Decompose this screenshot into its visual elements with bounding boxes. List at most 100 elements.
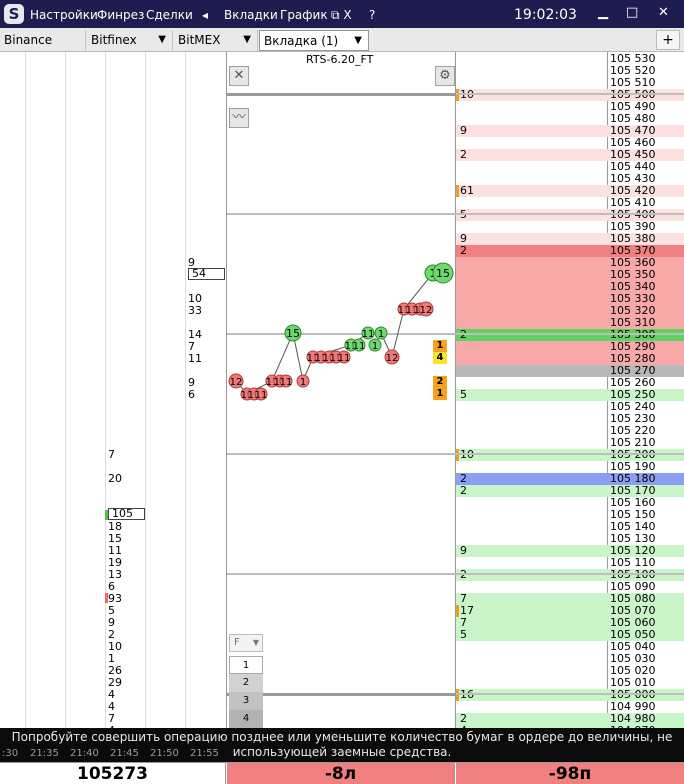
menu-detach-close[interactable]: ⧉ X [331, 8, 352, 22]
order-book-row[interactable]: 105 310 [456, 317, 684, 329]
order-book-row[interactable]: 105 230 [456, 413, 684, 425]
order-book-row[interactable]: 105 530 [456, 53, 684, 65]
order-book-row[interactable]: 105 190 [456, 461, 684, 473]
order-book-row[interactable]: 105 140 [456, 521, 684, 533]
cluster-chart[interactable]: RTS-6.20_FT ✕ ⚙ 〰 1111111211111115111111… [226, 52, 457, 742]
order-price: 104 980 [610, 712, 656, 725]
cluster-bubble[interactable]: 12 [228, 373, 244, 389]
order-book-row[interactable]: 9 105 380 [456, 233, 684, 245]
tab-bitmex[interactable]: BitMEX ▼ [174, 30, 258, 51]
cluster-bubble[interactable]: 15 [284, 324, 302, 342]
gridline [456, 333, 684, 335]
order-book-row[interactable]: 5 105 250 [456, 389, 684, 401]
menu-collapse-arrow[interactable]: ◂ [202, 8, 209, 22]
cluster-bubble[interactable]: 11 [361, 326, 375, 340]
maximize-icon[interactable]: □ [626, 5, 639, 20]
order-book-row[interactable]: 105 010 [456, 677, 684, 689]
order-book-row[interactable]: 105 130 [456, 533, 684, 545]
order-book-row[interactable]: 105 040 [456, 641, 684, 653]
tab-binance[interactable]: Binance [0, 30, 86, 51]
tab-bitfinex[interactable]: Bitfinex ▼ [87, 30, 173, 51]
order-book-row[interactable]: 2 105 180 [456, 473, 684, 485]
cluster-bubble[interactable]: 1 [368, 338, 382, 352]
order-price: 105 210 [610, 436, 656, 449]
page-4-button[interactable]: 4 [229, 710, 263, 728]
order-book-row[interactable]: 2 105 370 [456, 245, 684, 257]
order-book-row[interactable]: 105 020 [456, 665, 684, 677]
cluster-bubble[interactable]: 12 [418, 301, 434, 317]
cluster-bubble[interactable]: 11 [279, 374, 293, 388]
page-2-button[interactable]: 2 [229, 674, 263, 692]
order-book-row[interactable]: 61 105 420 [456, 185, 684, 197]
chevron-down-icon[interactable]: ▼ [243, 34, 251, 45]
order-book-row[interactable]: 9 105 470 [456, 125, 684, 137]
minimize-icon[interactable]: ▁ [598, 5, 608, 20]
page-3-button[interactable]: 3 [229, 692, 263, 710]
order-book-row[interactable]: 105 490 [456, 101, 684, 113]
menu-deals[interactable]: Сделки [146, 8, 193, 22]
order-book-row[interactable]: 105 510 [456, 77, 684, 89]
order-book-row[interactable]: 17 105 070 [456, 605, 684, 617]
menu-help[interactable]: ? [369, 8, 376, 22]
signal-marker[interactable]: 2 [433, 376, 447, 388]
order-book-row[interactable]: 2 105 170 [456, 485, 684, 497]
close-icon[interactable]: ✕ [658, 5, 669, 20]
order-book-row[interactable]: 9 105 120 [456, 545, 684, 557]
order-book-row[interactable]: 105 240 [456, 401, 684, 413]
cluster-bubble[interactable]: 11 [352, 338, 366, 352]
menu-finrez[interactable]: Финрез [97, 8, 145, 22]
cluster-bubble[interactable]: 12 [384, 349, 400, 365]
order-book-row[interactable]: 105 410 [456, 197, 684, 209]
add-tab-button[interactable]: + [656, 30, 680, 50]
order-book-row[interactable]: 105 360 [456, 257, 684, 269]
order-book-row[interactable]: 105 090 [456, 581, 684, 593]
order-book-row[interactable]: 105 150 [456, 509, 684, 521]
chevron-down-icon[interactable]: ▼ [354, 35, 362, 46]
cluster-bubble[interactable]: 1 [374, 326, 388, 340]
order-book-row[interactable]: 105 280 [456, 353, 684, 365]
gear-icon[interactable]: ⚙ [435, 66, 455, 86]
menu-settings[interactable]: Настройки [30, 8, 98, 22]
filter-select[interactable]: F ▼ [229, 634, 263, 652]
order-book-row[interactable]: 105 330 [456, 293, 684, 305]
order-book-row[interactable]: 105 220 [456, 425, 684, 437]
order-book-row[interactable]: 105 270 [456, 365, 684, 377]
order-book-row[interactable]: 105 030 [456, 653, 684, 665]
crosshair-icon[interactable]: ✕ [229, 66, 249, 86]
cluster-bubble[interactable]: 11 [254, 387, 268, 401]
order-book-row[interactable]: 7 105 060 [456, 617, 684, 629]
cluster-bubble[interactable]: 1 [296, 374, 310, 388]
order-book-row[interactable]: 105 210 [456, 437, 684, 449]
cluster-bubble[interactable]: 11 [337, 350, 351, 364]
menu-tabs[interactable]: Вкладки [224, 8, 278, 22]
order-book-row[interactable]: 104 990 [456, 701, 684, 713]
menu-chart[interactable]: График [280, 8, 328, 22]
order-book-row[interactable]: 105 520 [456, 65, 684, 77]
signal-marker[interactable]: 1 [433, 388, 447, 400]
order-book-row[interactable]: 105 440 [456, 161, 684, 173]
line-chart-icon[interactable]: 〰 [229, 108, 249, 128]
order-book-row[interactable]: 105 340 [456, 281, 684, 293]
page-1-button[interactable]: 1 [229, 656, 263, 674]
order-book-row[interactable]: 105 160 [456, 497, 684, 509]
order-book-row[interactable]: 2 105 450 [456, 149, 684, 161]
order-book-row[interactable]: 105 110 [456, 557, 684, 569]
tab-vkladka-1[interactable]: Вкладка (1) ▼ [259, 30, 369, 51]
cluster-bubble[interactable]: 15 [432, 262, 454, 284]
signal-marker[interactable]: 4 [433, 352, 447, 364]
order-book-row[interactable]: 2 104 980 [456, 713, 684, 725]
order-book-row[interactable]: 105 460 [456, 137, 684, 149]
order-book-row[interactable]: 105 480 [456, 113, 684, 125]
order-book-row[interactable]: 105 260 [456, 377, 684, 389]
order-book-row[interactable]: 105 390 [456, 221, 684, 233]
order-book-row[interactable]: 7 105 080 [456, 593, 684, 605]
order-book-row[interactable]: 5 105 050 [456, 629, 684, 641]
chevron-down-icon[interactable]: ▼ [158, 34, 166, 45]
order-book-row[interactable]: 105 430 [456, 173, 684, 185]
order-book-row[interactable]: 105 350 [456, 269, 684, 281]
order-book-row[interactable]: 105 290 [456, 341, 684, 353]
signal-marker[interactable]: 1 [433, 340, 447, 352]
order-book-row[interactable]: 105 320 [456, 305, 684, 317]
